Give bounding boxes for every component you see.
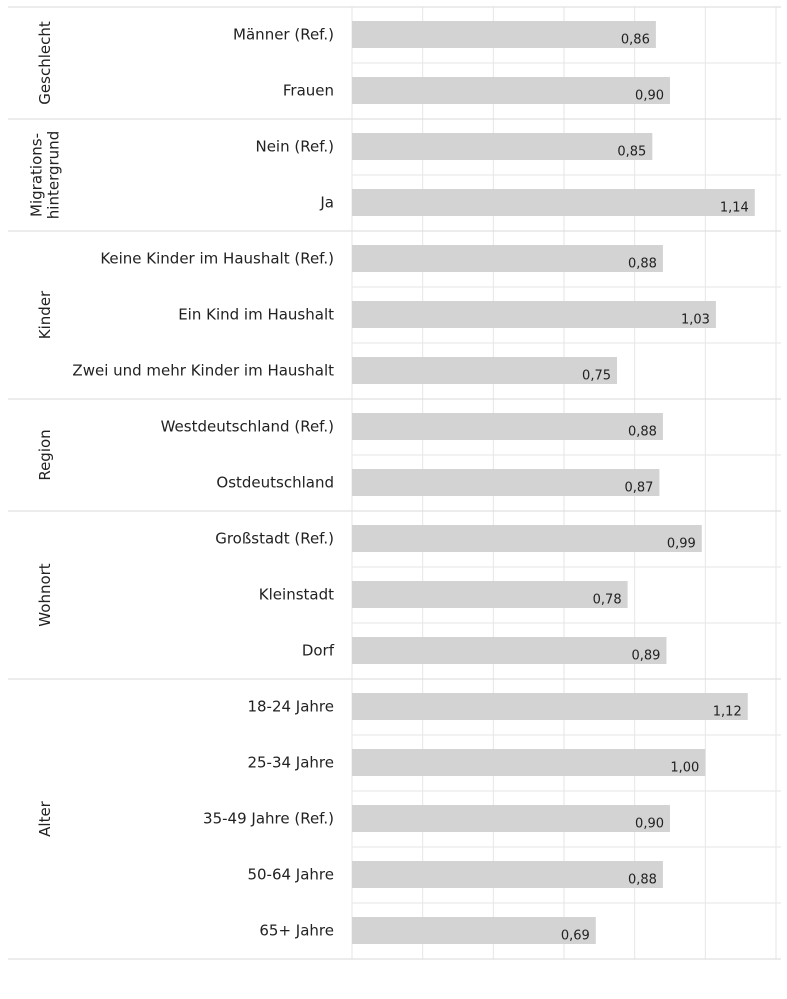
bar bbox=[352, 245, 663, 272]
value-label: 0,75 bbox=[582, 369, 611, 384]
category-label: 25-34 Jahre bbox=[247, 754, 334, 772]
group-label: Wohnort bbox=[36, 563, 54, 626]
bar bbox=[352, 693, 748, 720]
value-label: 0,86 bbox=[621, 33, 650, 48]
category-label: Dorf bbox=[302, 642, 335, 660]
bar bbox=[352, 637, 667, 664]
category-label: Westdeutschland (Ref.) bbox=[161, 418, 334, 436]
bar bbox=[352, 805, 670, 832]
value-label: 0,99 bbox=[667, 537, 696, 552]
value-label: 1,03 bbox=[681, 313, 710, 328]
category-label: Frauen bbox=[283, 82, 334, 100]
category-label: 35-49 Jahre (Ref.) bbox=[203, 810, 334, 828]
bar bbox=[352, 581, 628, 608]
category-label: 18-24 Jahre bbox=[247, 698, 334, 716]
value-label: 1,00 bbox=[670, 761, 699, 776]
bar bbox=[352, 77, 670, 104]
category-label: Kleinstadt bbox=[259, 586, 334, 604]
value-label: 0,88 bbox=[628, 257, 657, 272]
category-label: 65+ Jahre bbox=[259, 922, 334, 940]
bar bbox=[352, 469, 660, 496]
category-label: Zwei und mehr Kinder im Haushalt bbox=[72, 362, 334, 380]
bar bbox=[352, 133, 653, 160]
value-label: 0,69 bbox=[561, 929, 590, 944]
bar bbox=[352, 301, 716, 328]
category-label: 50-64 Jahre bbox=[247, 866, 334, 884]
category-label: Ein Kind im Haushalt bbox=[178, 306, 334, 324]
value-label: 0,85 bbox=[617, 145, 646, 160]
value-label: 0,88 bbox=[628, 425, 657, 440]
group-label: Geschlecht bbox=[36, 21, 54, 105]
value-label: 1,14 bbox=[720, 201, 749, 216]
category-label: Keine Kinder im Haushalt (Ref.) bbox=[100, 250, 334, 268]
category-label: Großstadt (Ref.) bbox=[215, 530, 334, 548]
bar bbox=[352, 189, 755, 216]
category-label: Nein (Ref.) bbox=[255, 138, 334, 156]
category-label: Ostdeutschland bbox=[216, 474, 334, 492]
group-label: Kinder bbox=[36, 290, 54, 339]
value-label: 1,12 bbox=[713, 705, 742, 720]
group-label: Region bbox=[36, 429, 54, 480]
value-label: 0,87 bbox=[624, 481, 653, 496]
group-label: Alter bbox=[36, 800, 54, 837]
value-label: 0,78 bbox=[593, 593, 622, 608]
bar bbox=[352, 357, 617, 384]
group-label: Migrations-hintergrund bbox=[28, 131, 63, 219]
bar bbox=[352, 861, 663, 888]
bar bbox=[352, 413, 663, 440]
bar bbox=[352, 21, 656, 48]
value-label: 0,90 bbox=[635, 817, 664, 832]
category-label: Ja bbox=[319, 194, 334, 212]
value-label: 0,90 bbox=[635, 89, 664, 104]
value-label: 0,89 bbox=[632, 649, 661, 664]
bar bbox=[352, 917, 596, 944]
value-label: 0,88 bbox=[628, 873, 657, 888]
bar bbox=[352, 525, 702, 552]
category-label: Männer (Ref.) bbox=[233, 26, 334, 44]
bar bbox=[352, 749, 706, 776]
